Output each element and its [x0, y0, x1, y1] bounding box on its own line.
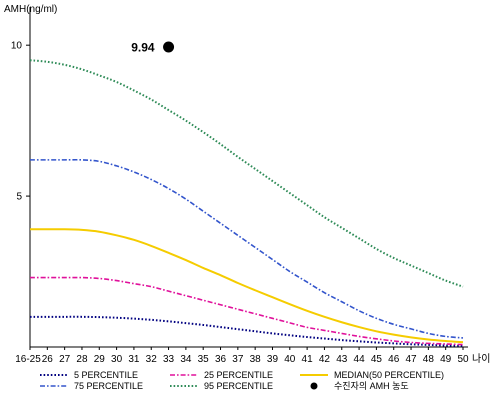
- x-tick-label: 35: [198, 354, 210, 365]
- x-tick-label: 41: [302, 354, 314, 365]
- x-tick-label: 34: [180, 354, 192, 365]
- legend-label: MEDIAN(50 PERCENTILE): [334, 370, 444, 380]
- x-tick-label: 32: [146, 354, 158, 365]
- legend-label: 75 PERCENTILE: [74, 381, 143, 391]
- x-tick-label: 49: [440, 354, 452, 365]
- x-tick-label: 29: [94, 354, 106, 365]
- legend-label: 95 PERCENTILE: [204, 381, 273, 391]
- x-tick-label: 47: [405, 354, 417, 365]
- patient-amh-value-label: 9.94: [131, 40, 155, 54]
- x-tick-label: 50: [457, 354, 469, 365]
- x-tick-label: 45: [371, 354, 383, 365]
- x-tick-label: 38: [250, 354, 262, 365]
- series-line-3: [29, 59, 464, 288]
- x-axis-title: 나이: [472, 353, 490, 365]
- series-layer: [29, 59, 464, 347]
- patient-amh-point: [163, 41, 175, 53]
- series-line-2: [29, 276, 464, 346]
- x-tick-label: 26: [42, 354, 54, 365]
- x-tick-label: 48: [423, 354, 435, 365]
- legend-item-1: 25 PERCENTILE: [170, 370, 273, 380]
- legend-item-3: 75 PERCENTILE: [40, 381, 143, 391]
- series-line-0: [30, 315, 464, 347]
- legend-item-5: 수진자의 AMH 농도: [310, 381, 409, 391]
- legend-swatch: [310, 382, 318, 390]
- x-tick-label: 44: [354, 354, 366, 365]
- y-tick-label: 5: [16, 192, 22, 203]
- x-tick-label: 16-25: [15, 354, 41, 365]
- legend-label: 수진자의 AMH 농도: [334, 381, 409, 391]
- x-tick-label: 39: [267, 354, 279, 365]
- y-tick-label: 10: [11, 41, 23, 52]
- x-tick-label: 33: [163, 354, 175, 365]
- y-axis-title: AMH(ng/ml): [4, 4, 57, 15]
- x-tick-label: 27: [59, 354, 71, 365]
- x-tick-label: 37: [232, 354, 244, 365]
- x-tick-label: 40: [284, 354, 296, 365]
- legend: 5 PERCENTILE 25 PERCENTILE MEDIAN(50 PERCE…: [40, 370, 444, 391]
- x-tick-label: 43: [336, 354, 348, 365]
- legend-item-2: MEDIAN(50 PERCENTILE): [300, 370, 444, 380]
- axes: AMH(ng/ml) 10 5 16-25 26 27 28 29 30 31 32 33 34 35 36…: [4, 4, 490, 365]
- x-tick-label: 28: [76, 354, 88, 365]
- point-layer: 9.94: [131, 40, 175, 54]
- x-tick-label: 36: [215, 354, 227, 365]
- x-tick-label: 31: [128, 354, 140, 365]
- legend-item-4: 95 PERCENTILE: [170, 381, 273, 391]
- legend-item-0: 5 PERCENTILE: [40, 370, 138, 380]
- legend-label: 25 PERCENTILE: [204, 370, 273, 380]
- series-line-4: [30, 228, 464, 344]
- x-tick-label: 42: [319, 354, 331, 365]
- x-tick-label: 46: [388, 354, 400, 365]
- legend-label: 5 PERCENTILE: [74, 370, 138, 380]
- series-line-1: [30, 158, 464, 339]
- x-tick-label: 30: [111, 354, 123, 365]
